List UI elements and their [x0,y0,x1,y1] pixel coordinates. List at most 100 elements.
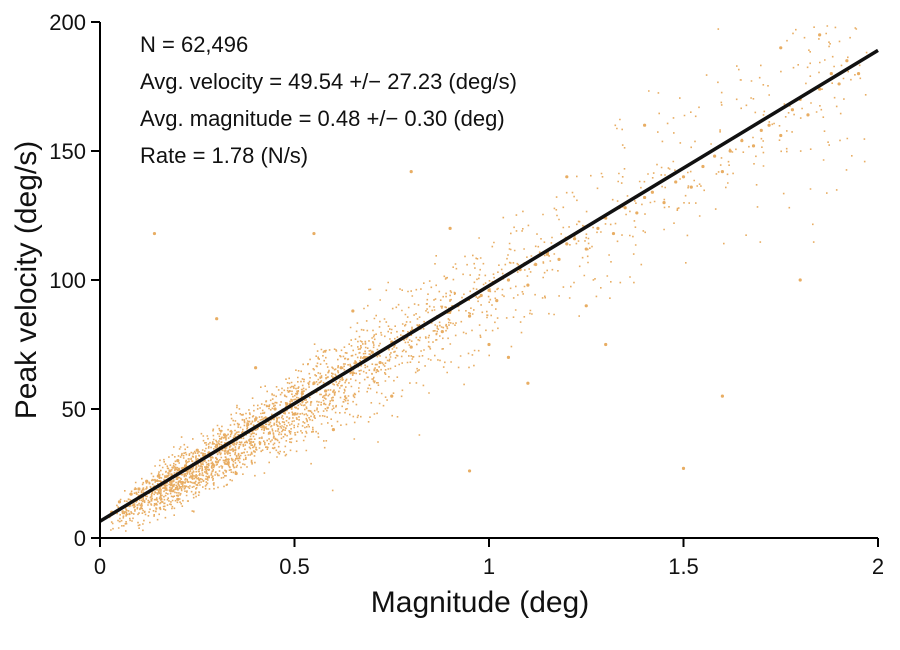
data-point [681,466,686,470]
data-point [506,278,511,282]
data-point [681,175,686,179]
data-point [674,180,678,184]
data-point [720,170,725,174]
data-point [168,469,172,473]
y-axis-title: Peak velocity (deg/s) [10,141,43,419]
y-axis-ticks: 0 50 100 150 200 [49,10,100,551]
data-point [565,242,569,246]
data-point [740,139,744,143]
data-point [129,492,133,496]
data-point [117,500,122,504]
data-point [331,428,335,432]
data-point [448,226,452,230]
y-tick-label: 100 [49,268,86,293]
data-point [526,283,530,287]
data-point [292,412,297,416]
data-point [176,459,180,463]
data-point [409,170,413,174]
data-point [643,195,647,200]
data-point [506,355,511,359]
data-point [312,381,316,385]
data-point [650,190,654,194]
data-point [806,113,810,117]
point-cloud [108,25,868,532]
data-point [467,314,472,318]
data-point [215,443,219,447]
data-point [845,59,849,63]
data-point [713,154,717,158]
x-axis-ticks: 0 0.5 1 1.5 2 [94,538,884,579]
data-point [818,87,822,91]
data-point [351,371,355,375]
annotation-avg-magnitude: Avg. magnitude = 0.48 +/− 0.30 (deg) [140,106,505,131]
data-point [487,288,491,292]
data-point [370,350,374,354]
x-tick-label: 0 [94,554,106,579]
y-tick-label: 200 [49,10,86,35]
data-point [495,299,499,303]
data-point [565,175,569,179]
data-point [234,471,238,476]
y-tick-label: 0 [74,526,86,551]
data-point [790,108,795,112]
data-point [701,164,705,169]
data-point [604,342,608,347]
data-point [156,474,160,478]
data-point [596,226,600,230]
x-tick-label: 2 [872,554,884,579]
y-tick-label: 150 [49,139,86,164]
data-point [222,433,227,437]
data-point [137,487,141,491]
data-point [635,211,639,215]
data-point [534,262,538,267]
data-point [759,128,763,132]
data-point [254,417,258,421]
data-point [254,366,258,370]
data-point [779,133,783,138]
data-point [261,425,265,429]
data-point [145,479,149,483]
data-point [362,355,367,359]
data-point [526,381,530,385]
x-axis-title: Magnitude (deg) [371,586,589,619]
x-tick-label: 1 [483,554,495,579]
data-point [273,407,277,411]
data-point [584,304,588,308]
data-point [623,206,627,210]
data-point [611,231,616,236]
data-point [662,201,666,205]
data-point [720,394,725,398]
data-point [545,252,549,256]
data-point [312,231,316,236]
x-tick-label: 0.5 [279,554,310,579]
annotation-avg-velocity: Avg. velocity = 49.54 +/− 27.23 (deg/s) [140,69,517,94]
data-point [779,46,783,50]
data-point [378,360,382,365]
data-point [689,185,693,189]
data-point [487,342,491,347]
data-point [300,391,304,396]
data-point [183,464,188,468]
data-point [728,149,732,153]
data-point [643,123,647,127]
data-point [152,231,157,236]
annotation-rate: Rate = 1.78 (N/s) [140,143,308,168]
data-point [285,402,289,406]
data-point [751,144,756,148]
data-point [467,469,472,473]
data-point [246,422,250,427]
data-point [798,278,802,282]
data-point [176,497,180,501]
data-point [479,293,483,298]
data-point [856,72,861,76]
data-point [572,237,577,241]
data-point [339,366,343,370]
data-point [829,72,833,76]
data-point [440,330,444,334]
x-tick-label: 1.5 [668,554,699,579]
data-point [409,345,413,349]
stats-annotation: N = 62,496 Avg. velocity = 49.54 +/− 27.… [140,32,517,168]
data-point [390,394,394,398]
data-point [351,309,355,313]
